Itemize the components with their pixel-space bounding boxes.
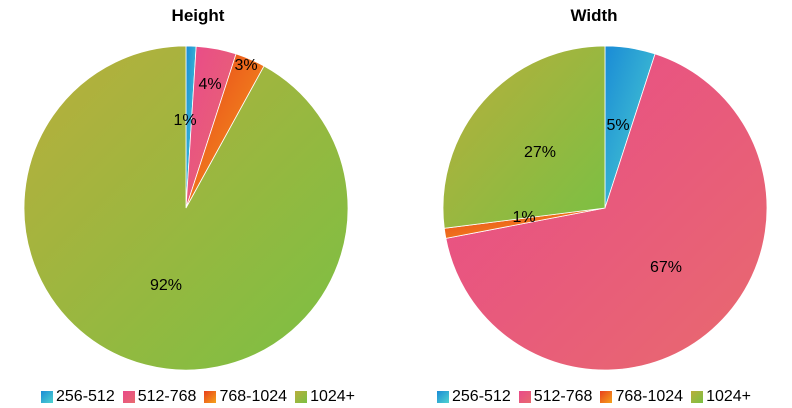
- data-label-512-768: 67%: [650, 259, 682, 276]
- legend: 256-512 512-768 768-1024 1024+: [396, 388, 792, 406]
- legend-swatch: [122, 391, 135, 403]
- legend-label: 768-1024: [219, 388, 288, 405]
- legend-item-1024-plus: 1024+: [691, 388, 751, 406]
- legend-swatch: [437, 391, 449, 403]
- width-chart-panel: Width 5% 67% 1% 27% 256-512 512-768 768-1024 1…: [396, 0, 792, 408]
- legend-swatch: [691, 391, 704, 403]
- legend-item-512-768: 512-768: [122, 388, 197, 406]
- data-label-1024-plus: 27%: [524, 144, 556, 161]
- legend-swatch: [204, 391, 217, 403]
- legend-swatch: [295, 391, 308, 403]
- legend-label: 768-1024: [615, 388, 684, 405]
- data-label-512-768: 4%: [198, 76, 221, 93]
- legend-swatch: [600, 391, 613, 403]
- legend: 256-512 512-768 768-1024 1024+: [0, 388, 396, 406]
- height-pie-chart: 1% 4% 3% 92%: [23, 45, 349, 371]
- data-label-1024-plus: 92%: [150, 277, 182, 294]
- legend-label: 512-768: [137, 388, 197, 405]
- data-label-256-512: 5%: [606, 117, 629, 134]
- legend-label: 256-512: [452, 388, 511, 405]
- data-label-768-1024: 1%: [512, 209, 535, 226]
- data-label-768-1024: 3%: [234, 57, 257, 74]
- pie-slice-1024-plus: [442, 45, 606, 229]
- legend-swatch: [41, 391, 53, 403]
- height-chart-panel: Height 1% 4% 3% 92% 256-512 512-768 768-1024 1…: [0, 6, 396, 406]
- legend-label: 512-768: [533, 388, 593, 405]
- legend-label: 1024+: [310, 388, 355, 405]
- width-pie-chart: 5% 67% 1% 27%: [442, 45, 768, 371]
- legend-item-512-768: 512-768: [518, 388, 593, 406]
- pie-slice-1024-plus: [23, 45, 349, 371]
- legend-item-768-1024: 768-1024: [600, 388, 683, 406]
- chart-title: Height: [171, 6, 225, 25]
- legend-item-256-512: 256-512: [41, 388, 115, 406]
- pie-slice-512-768: [445, 53, 768, 371]
- legend-swatch: [518, 391, 531, 403]
- legend-item-768-1024: 768-1024: [204, 388, 287, 406]
- legend-label: 256-512: [56, 388, 115, 405]
- chart-title: Width: [570, 6, 618, 25]
- legend-item-256-512: 256-512: [437, 388, 511, 406]
- data-label-256-512: 1%: [173, 112, 196, 129]
- legend-item-1024-plus: 1024+: [295, 388, 355, 406]
- legend-label: 1024+: [706, 388, 751, 405]
